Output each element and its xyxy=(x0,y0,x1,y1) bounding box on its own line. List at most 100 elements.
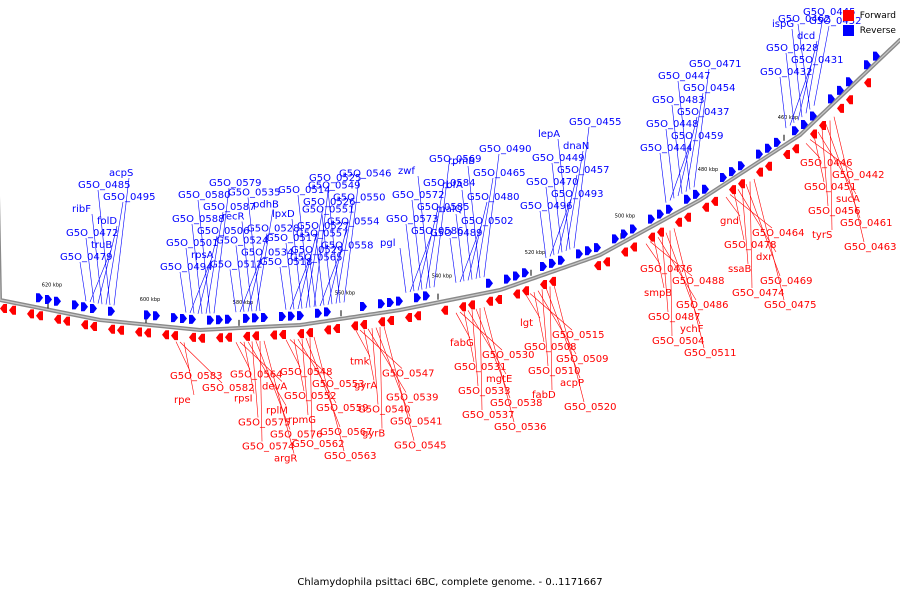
forward-gene-arrow xyxy=(486,296,493,306)
forward-gene-arrow xyxy=(243,331,250,341)
tick-label: 600 kbp xyxy=(140,297,160,303)
backbone-highlight xyxy=(0,39,900,331)
reverse-gene-arrow xyxy=(738,161,745,171)
leader-line xyxy=(305,337,341,428)
forward-gene-arrow xyxy=(810,129,817,139)
reverse-gene-arrow xyxy=(90,304,97,313)
forward-gene-label: G5O_0520 xyxy=(564,402,616,413)
forward-gene-arrow xyxy=(108,324,115,334)
tick-label: 460 kbp xyxy=(778,115,798,121)
leader-line xyxy=(813,135,825,183)
forward-gene-arrow xyxy=(684,212,691,222)
forward-gene-arrow xyxy=(414,311,421,321)
reverse-gene-label: G5O_0489 xyxy=(430,228,482,239)
leader-line xyxy=(113,177,130,306)
reverse-gene-label: G5O_0573 xyxy=(386,214,438,225)
leader-line xyxy=(471,309,479,387)
reverse-gene-arrow xyxy=(657,209,664,219)
forward-gene-arrow xyxy=(36,311,43,321)
leader-line xyxy=(289,339,333,380)
tick-label: 480 kbp xyxy=(698,167,718,173)
reverse-gene-label: G5O_0454 xyxy=(683,83,735,94)
forward-gene-label: G5O_0536 xyxy=(494,422,546,433)
leader-line xyxy=(363,329,375,381)
tick-label: 620 kbp xyxy=(42,282,62,288)
reverse-gene-arrow xyxy=(144,310,151,320)
reverse-gene-label: G5O_0465 xyxy=(473,168,525,179)
leader-line xyxy=(197,199,211,314)
forward-gene-arrow xyxy=(846,95,853,105)
leader-line xyxy=(97,189,111,306)
forward-gene-label: G5O_0538 xyxy=(490,398,542,409)
forward-gene-label: lgt xyxy=(520,318,533,329)
reverse-gene-arrow xyxy=(630,224,637,234)
forward-gene-label: acpP xyxy=(560,378,584,389)
forward-gene-arrow xyxy=(468,300,475,310)
reverse-gene-arrow xyxy=(873,51,880,61)
reverse-gene-label: G5O_0534 xyxy=(241,248,293,259)
leader-line xyxy=(551,162,563,253)
reverse-gene-arrow xyxy=(423,291,430,301)
reverse-gene-arrow xyxy=(522,268,529,278)
forward-gene-label: G5O_0563 xyxy=(324,451,376,462)
leader-line xyxy=(105,201,124,305)
forward-gene-arrow xyxy=(405,313,412,322)
reverse-gene-arrow xyxy=(108,306,115,316)
leader-line xyxy=(293,339,305,392)
reverse-gene-label: zwf xyxy=(398,166,415,177)
forward-gene-label: G5O_0456 xyxy=(808,206,860,217)
forward-gene-label: G5O_0487 xyxy=(648,312,700,323)
leader-line xyxy=(805,143,821,159)
leader-line xyxy=(175,341,191,372)
forward-gene-arrow xyxy=(189,332,196,342)
reverse-gene-arrow xyxy=(189,314,196,324)
legend-reverse-label: Reverse xyxy=(859,25,896,36)
forward-gene-arrow xyxy=(270,330,277,340)
forward-gene-arrow xyxy=(513,289,520,299)
forward-gene-arrow xyxy=(792,144,799,154)
leader-line xyxy=(409,235,432,293)
leader-line xyxy=(301,338,309,416)
tick-label: 540 kbp xyxy=(432,274,452,280)
leader-line xyxy=(483,153,500,278)
reverse-gene-label: G5O_0554 xyxy=(327,217,379,228)
forward-gene-label: G5O_0461 xyxy=(840,218,892,229)
leader-line xyxy=(791,28,803,118)
forward-gene-label: G5O_0552 xyxy=(284,391,336,402)
leader-line xyxy=(455,312,471,339)
reverse-gene-arrow xyxy=(828,94,835,104)
leader-line xyxy=(557,174,578,254)
reverse-gene-label: G5O_0494 xyxy=(160,262,212,273)
reverse-gene-arrow xyxy=(315,308,322,318)
reverse-gene-arrow xyxy=(207,315,214,325)
leader-line xyxy=(255,209,274,312)
reverse-gene-arrow xyxy=(810,111,817,121)
reverse-gene-arrow xyxy=(54,296,61,306)
reverse-gene-label: rbfA xyxy=(442,180,463,191)
leader-line xyxy=(411,199,423,290)
reverse-gene-label: G5O_0528 xyxy=(247,224,299,235)
reverse-gene-arrow xyxy=(288,311,295,321)
forward-gene-label: ychF xyxy=(680,324,704,335)
reverse-gene-label: G5O_0526 xyxy=(303,197,355,208)
forward-gene-arrow xyxy=(360,320,367,329)
reverse-gene-label: G5O_0448 xyxy=(646,119,698,130)
forward-gene-arrow xyxy=(216,333,223,343)
reverse-gene-label: G5O_0579 xyxy=(209,178,261,189)
leader-line xyxy=(239,341,283,382)
reverse-gene-label: G5O_0572 xyxy=(392,190,444,201)
leader-line xyxy=(191,223,203,314)
forward-gene-arrow xyxy=(594,261,601,271)
leader-line xyxy=(309,337,313,440)
reverse-gene-label: G5O_0549 xyxy=(308,181,360,192)
leader-line xyxy=(189,259,212,314)
leader-line xyxy=(725,196,741,217)
reverse-gene-label: pdhB xyxy=(253,200,279,211)
leader-line xyxy=(829,120,833,231)
leader-line xyxy=(475,308,511,399)
leader-line xyxy=(685,92,704,192)
leader-line xyxy=(97,225,118,304)
reverse-gene-label: G5O_0447 xyxy=(658,71,710,82)
leader-line xyxy=(85,237,95,303)
forward-gene-label: G5O_0478 xyxy=(724,240,776,251)
